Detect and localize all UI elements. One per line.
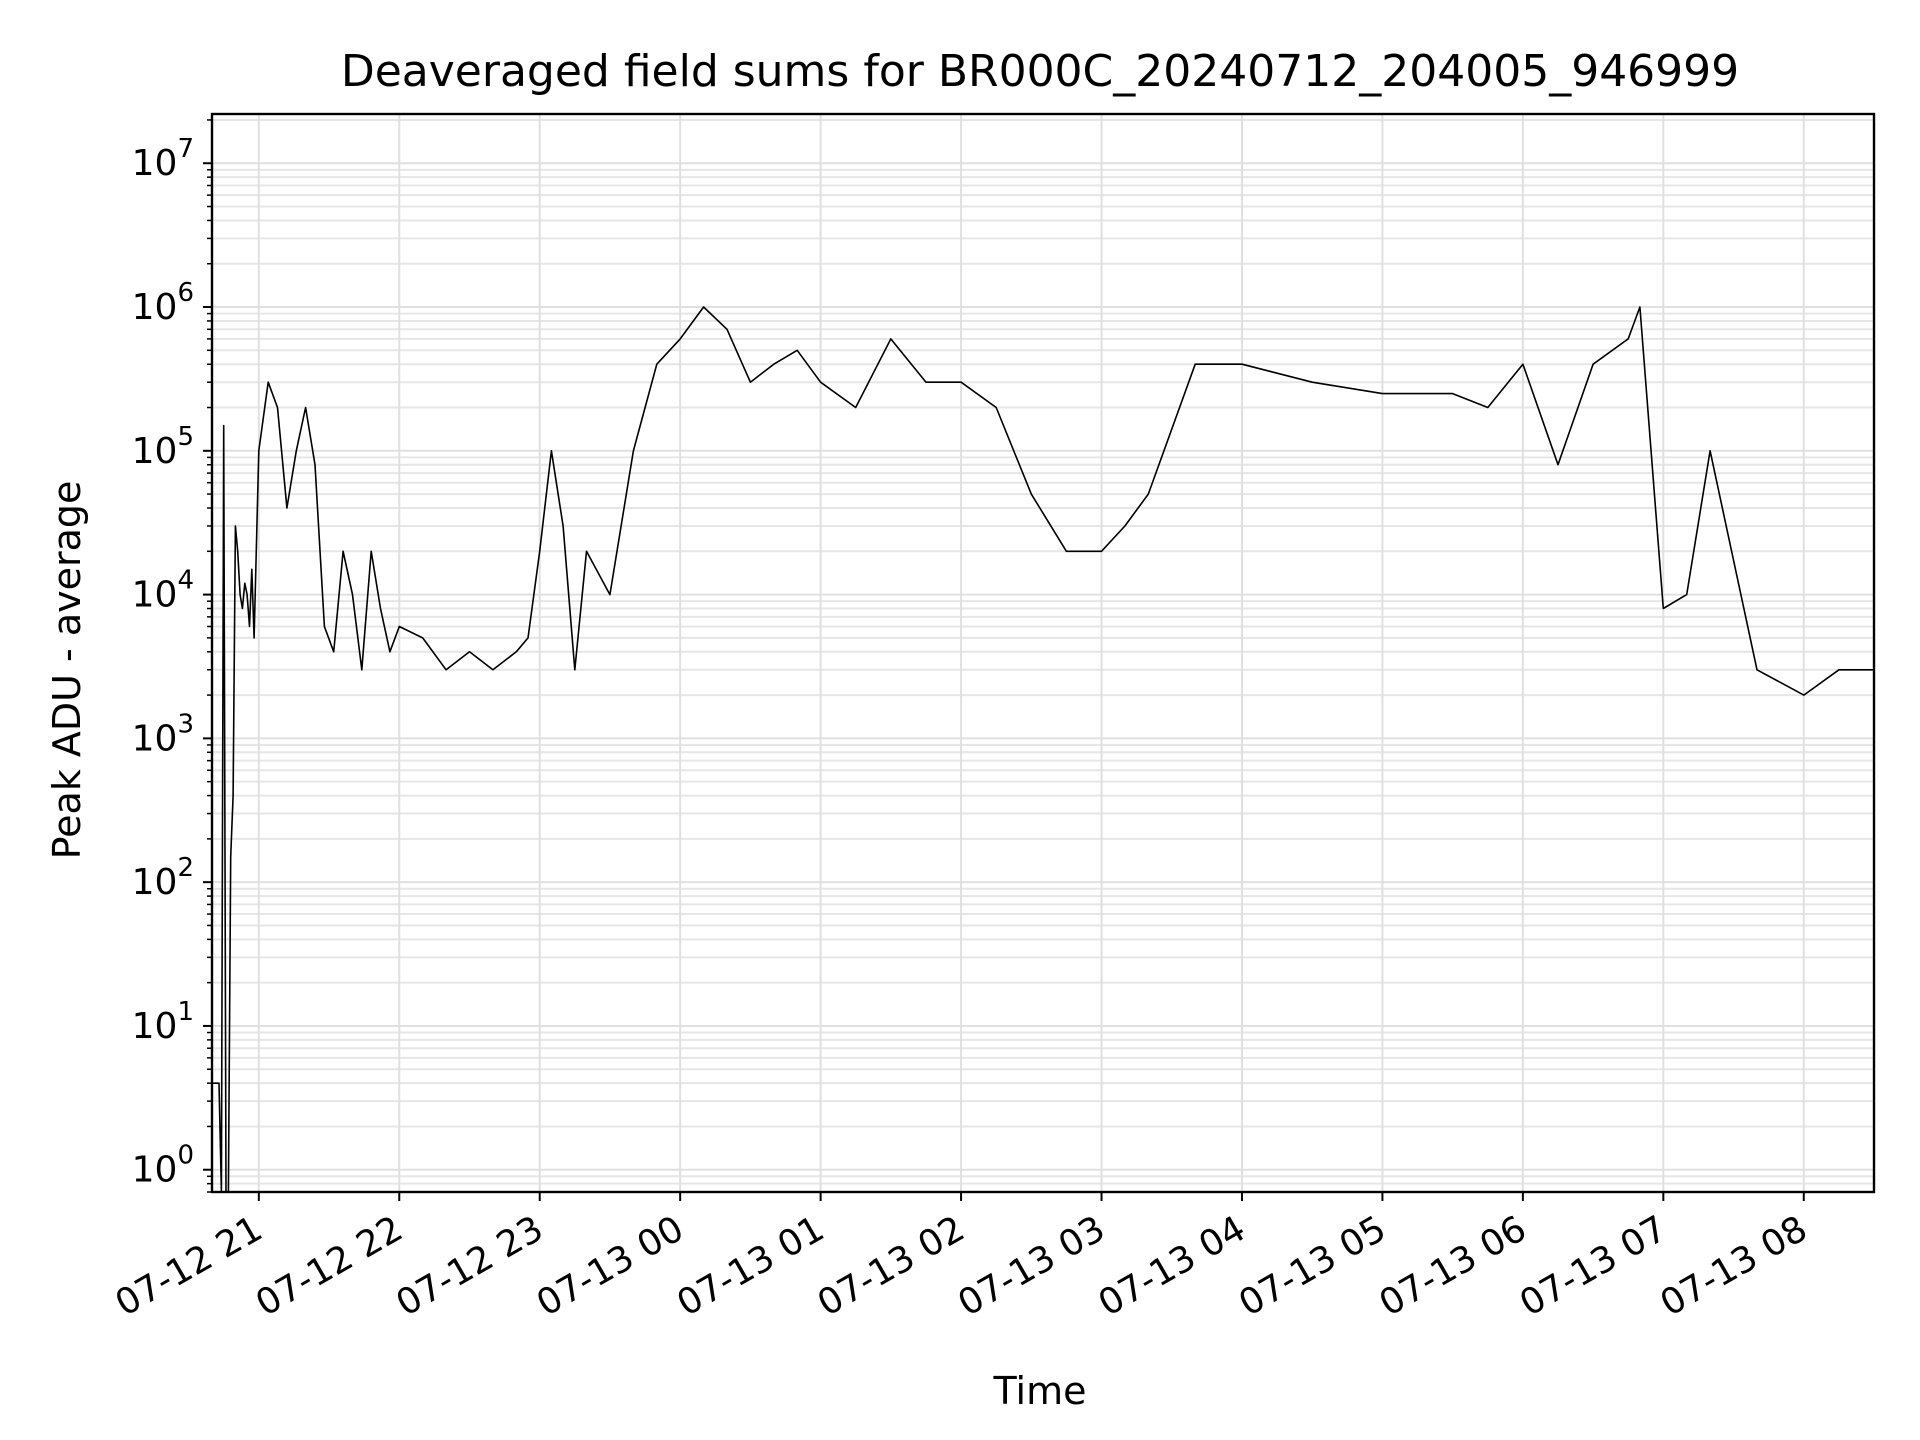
- y-tick-base: 10: [132, 1006, 178, 1047]
- y-axis-label: Peak ADU - average: [45, 481, 89, 860]
- y-tick-exponent: 4: [177, 566, 194, 596]
- series-line: [212, 306, 1874, 1193]
- y-tick-exponent: 7: [177, 134, 194, 164]
- y-tick-label: 103: [132, 709, 194, 759]
- y-tick-base: 10: [132, 287, 178, 328]
- y-tick-exponent: 1: [177, 997, 194, 1027]
- y-tick-exponent: 5: [177, 422, 194, 452]
- y-tick-exponent: 2: [177, 853, 194, 883]
- y-tick-label: 104: [132, 566, 194, 616]
- y-tick-exponent: 3: [177, 709, 194, 739]
- y-tick-base: 10: [132, 143, 178, 184]
- y-tick-label: 102: [132, 853, 194, 903]
- y-tick-base: 10: [132, 431, 178, 472]
- y-tick-label: 107: [132, 134, 194, 184]
- chart-title: Deaveraged field sums for BR000C_2024071…: [341, 46, 1739, 97]
- y-tick-label: 105: [132, 422, 194, 472]
- y-tick-label: 101: [132, 997, 194, 1047]
- y-tick-base: 10: [132, 718, 178, 759]
- y-tick-exponent: 6: [177, 278, 194, 308]
- y-tick-base: 10: [132, 575, 178, 616]
- x-axis-label: Time: [993, 1369, 1087, 1413]
- plot-frame: [210, 112, 1876, 1194]
- y-tick-label: 106: [132, 278, 194, 328]
- y-tick-base: 10: [132, 1150, 178, 1191]
- y-tick-label: 100: [132, 1141, 194, 1191]
- y-tick-base: 10: [132, 862, 178, 903]
- grid: [212, 114, 1874, 1193]
- y-tick-exponent: 0: [177, 1141, 194, 1171]
